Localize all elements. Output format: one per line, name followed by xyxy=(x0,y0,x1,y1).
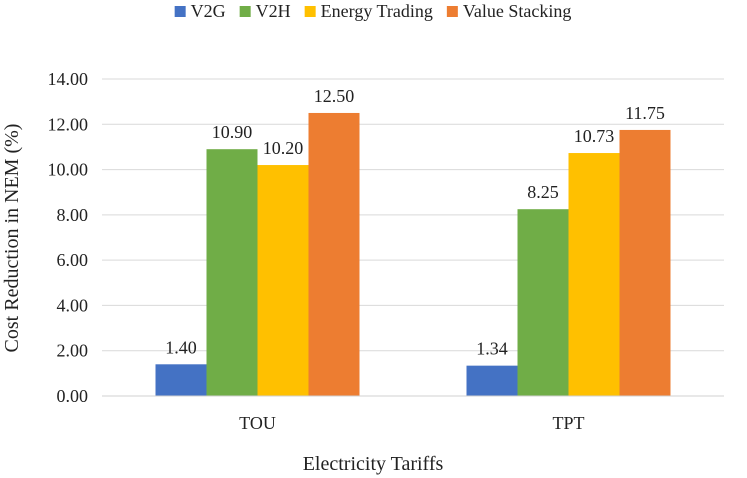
data-label: 10.20 xyxy=(263,138,304,158)
legend-label: Value Stacking xyxy=(463,1,571,21)
legend-swatch xyxy=(304,6,316,17)
x-axis-title: Electricity Tariffs xyxy=(303,453,444,475)
bar-v2h-tou xyxy=(206,149,258,396)
legend-swatch xyxy=(239,6,251,17)
bar-energy-trading-tpt xyxy=(568,153,620,396)
x-axis-categories: TOU TPT xyxy=(239,413,584,433)
data-label: 1.40 xyxy=(165,337,197,357)
bar-value-stacking-tou xyxy=(308,112,360,396)
bars xyxy=(155,112,671,397)
data-labels: 1.40 10.90 10.20 12.50 1.34 8.25 10.73 11.75 xyxy=(165,86,665,359)
x-category-label: TOU xyxy=(239,413,276,433)
data-label: 10.90 xyxy=(212,122,253,142)
y-tick-label: 10.00 xyxy=(48,160,89,180)
y-tick-label: 8.00 xyxy=(57,205,89,225)
bar-v2g-tpt xyxy=(466,365,518,396)
legend-label: V2H xyxy=(256,1,291,21)
legend-label: V2G xyxy=(191,1,226,21)
bar-v2g-tou xyxy=(155,364,207,396)
data-label: 12.50 xyxy=(314,86,355,106)
legend: V2G V2H Energy Trading Value Stacking xyxy=(174,1,571,21)
y-axis-ticks: 0.00 2.00 4.00 6.00 8.00 10.00 12.00 14.00 xyxy=(48,69,89,406)
legend-item-v2h: V2H xyxy=(239,1,291,21)
y-tick-label: 0.00 xyxy=(57,386,89,406)
data-label: 8.25 xyxy=(527,182,559,202)
y-tick-label: 2.00 xyxy=(57,341,89,361)
y-tick-label: 12.00 xyxy=(48,114,89,134)
legend-item-energy-trading: Energy Trading xyxy=(304,1,433,21)
legend-swatch xyxy=(446,6,458,17)
data-label: 10.73 xyxy=(574,126,615,146)
legend-swatch xyxy=(174,6,186,17)
y-tick-label: 14.00 xyxy=(48,69,89,89)
x-category-label: TPT xyxy=(552,413,584,433)
bar-v2h-tpt xyxy=(517,209,569,396)
legend-item-value-stacking: Value Stacking xyxy=(446,1,571,21)
y-tick-label: 6.00 xyxy=(57,250,89,270)
data-label: 1.34 xyxy=(476,339,508,359)
legend-item-v2g: V2G xyxy=(174,1,226,21)
gridlines xyxy=(102,78,724,352)
bar-energy-trading-tou xyxy=(257,165,309,396)
bar-value-stacking-tpt xyxy=(619,129,671,397)
data-label: 11.75 xyxy=(625,103,665,123)
legend-label: Energy Trading xyxy=(321,1,433,21)
y-tick-label: 4.00 xyxy=(57,295,89,315)
y-axis-title: Cost Reduction in NEM (%) xyxy=(1,124,23,353)
